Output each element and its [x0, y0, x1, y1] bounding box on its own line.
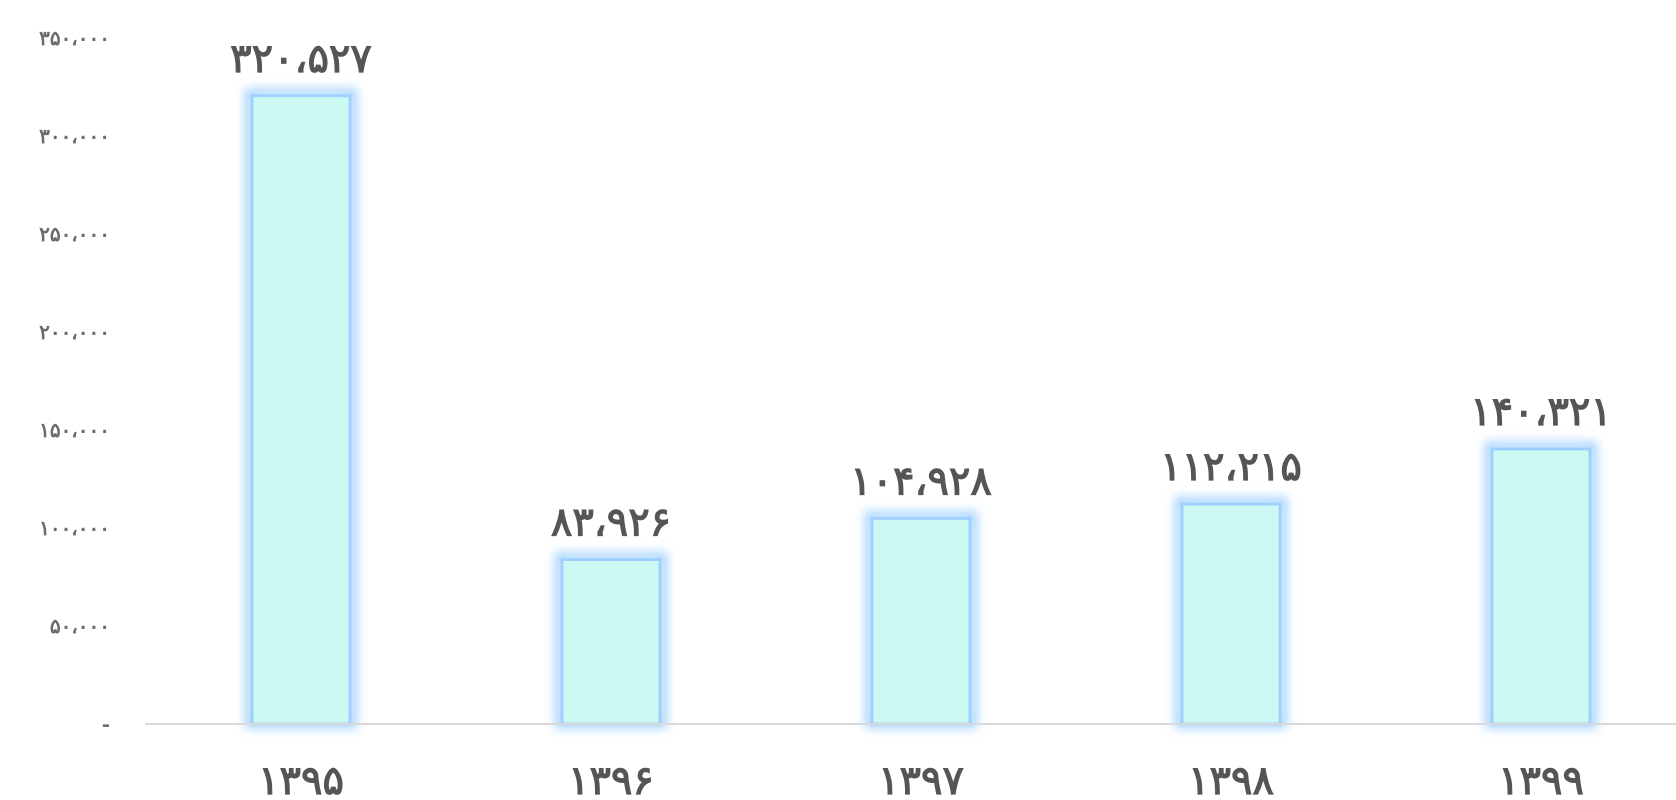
- bar: [1490, 447, 1592, 726]
- x-tick-label: ۱۳۹۸: [1188, 757, 1274, 800]
- bar-group: [1175, 497, 1287, 728]
- y-tick-label: -: [102, 712, 110, 736]
- bar: [560, 558, 662, 726]
- bar-group: [1485, 441, 1597, 728]
- y-tick-label: ۱۵۰،۰۰۰: [39, 418, 110, 442]
- y-tick-label: ۲۰۰،۰۰۰: [39, 320, 110, 344]
- y-tick-label: ۳۰۰،۰۰۰: [39, 124, 110, 148]
- data-label: ۱۱۲،۲۱۵: [1160, 443, 1302, 490]
- bar: [870, 516, 972, 726]
- bar-group: [865, 511, 977, 728]
- y-axis-ticks: - ۵۰،۰۰۰ ۱۰۰،۰۰۰ ۱۵۰،۰۰۰ ۲۰۰،۰۰۰ ۲۵۰،۰۰۰ ۳۰۰،۰…: [39, 26, 110, 736]
- bar-group: [245, 88, 357, 728]
- y-tick-label: ۱۰۰،۰۰۰: [39, 516, 110, 540]
- y-tick-label: ۳۵۰،۰۰۰: [39, 26, 110, 50]
- bar: [1180, 502, 1282, 726]
- x-tick-label: ۱۳۹۶: [568, 757, 654, 800]
- data-label: ۱۰۴،۹۲۸: [850, 457, 992, 504]
- y-tick-label: ۲۵۰،۰۰۰: [39, 222, 110, 246]
- bar-group: [555, 552, 667, 729]
- x-tick-label: ۱۳۹۷: [878, 757, 964, 800]
- data-label: ۳۲۰،۵۲۷: [230, 35, 372, 82]
- data-label: ۸۳،۹۲۶: [551, 499, 671, 546]
- bars-layer: [245, 88, 1597, 729]
- x-axis-ticks: ۱۳۹۵ ۱۳۹۶ ۱۳۹۷ ۱۳۹۸ ۱۳۹۹: [258, 757, 1584, 800]
- y-tick-label: ۵۰،۰۰۰: [50, 614, 110, 638]
- x-tick-label: ۱۳۹۹: [1498, 757, 1584, 800]
- x-tick-label: ۱۳۹۵: [258, 757, 344, 800]
- bar: [250, 94, 352, 726]
- data-labels-layer: ۳۲۰،۵۲۷ ۸۳،۹۲۶ ۱۰۴،۹۲۸ ۱۱۲،۲۱۵ ۱۴۰،۳۲۱: [230, 35, 1612, 546]
- data-label: ۱۴۰،۳۲۱: [1470, 388, 1612, 435]
